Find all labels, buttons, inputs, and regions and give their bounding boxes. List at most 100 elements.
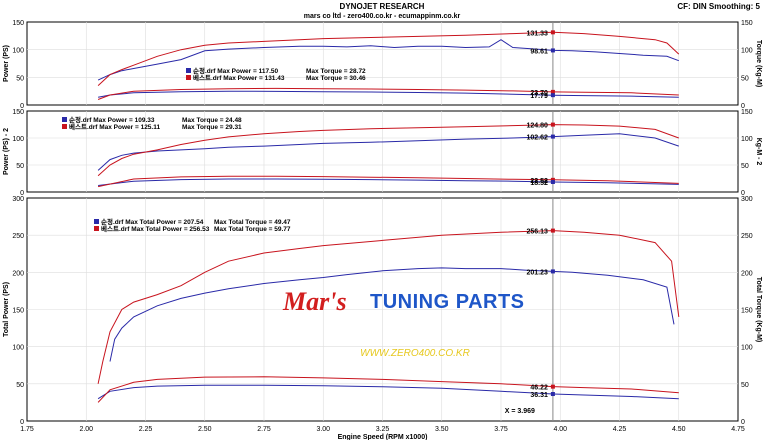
- legend-swatch: [94, 226, 99, 231]
- y-tick-label-left: 200: [12, 270, 24, 277]
- legend-swatch: [186, 75, 191, 80]
- legend-torque-label: Max Torque = 24.48: [182, 117, 242, 124]
- cursor-marker: [550, 48, 555, 53]
- y-tick-label-right: 0: [741, 190, 745, 197]
- cursor-marker: [550, 384, 555, 389]
- y-tick-label-left: 150: [12, 308, 24, 315]
- x-tick-label: 2.75: [257, 426, 271, 433]
- series-line-best_power: [97, 31, 680, 86]
- cursor-value-label: 102.62: [526, 135, 548, 142]
- y-tick-label-left: 50: [16, 382, 24, 389]
- cursor-value-label: 256.13: [526, 229, 548, 236]
- panel-top: 0 0 50 50 100 100 150 150 Power (PS) Torque (Kg-M…: [3, 20, 762, 110]
- cursor-marker: [550, 122, 555, 127]
- series-line-best_power: [97, 230, 680, 384]
- chart-title: DYNOJET RESEARCH: [340, 2, 425, 11]
- series-line-best_power: [97, 124, 679, 177]
- y-axis-label-left: Power (PS) - 2: [3, 128, 10, 175]
- y-axis-label-right: Kg-M - 2: [755, 138, 762, 166]
- cursor-marker: [550, 179, 555, 184]
- y-tick-label-left: 0: [20, 419, 24, 426]
- y-tick-label-right: 150: [741, 308, 753, 315]
- y-tick-label-right: 0: [741, 103, 745, 110]
- chart-settings: CF: DIN Smoothing: 5: [677, 2, 760, 11]
- y-axis-label-left: Total Power (PS): [3, 282, 10, 337]
- x-tick-label: 4.75: [731, 426, 745, 433]
- series-line-stock_power: [109, 267, 675, 362]
- x-axis-label: Engine Speed (RPM x1000): [338, 434, 428, 440]
- cursor-value-label: 36.31: [530, 392, 548, 399]
- cursor-value-label: 201.23: [526, 269, 548, 276]
- series-line-stock_power: [97, 133, 679, 171]
- legend-power-label: 베스트.drf Max Total Power = 256.53: [101, 224, 210, 233]
- brand-logo: Mar's: [282, 287, 347, 316]
- y-tick-label-right: 150: [741, 20, 753, 27]
- x-tick-label: 3.25: [376, 426, 390, 433]
- y-tick-label-right: 0: [741, 419, 745, 426]
- y-tick-label-right: 250: [741, 233, 753, 240]
- y-tick-label-left: 250: [12, 233, 24, 240]
- y-tick-label-left: 150: [12, 109, 24, 116]
- x-tick-label: 3.75: [494, 426, 508, 433]
- legend-torque-label: Max Torque = 29.31: [182, 124, 242, 131]
- legend-torque-label: Max Torque = 28.72: [306, 68, 366, 75]
- panel-bottom: 0 0 50 50 100 100 150 150 200 200 250 250 300 300 Tota…: [3, 196, 762, 440]
- y-axis-label-right: Torque (Kg-M): [755, 40, 762, 87]
- cursor-value-label: 18.52: [530, 180, 548, 187]
- cursor-value-label: 17.79: [530, 93, 548, 100]
- y-tick-label-left: 100: [12, 136, 24, 143]
- y-tick-label-left: 100: [12, 345, 24, 352]
- cursor-marker: [550, 269, 555, 274]
- y-tick-label-right: 100: [741, 48, 753, 55]
- x-tick-label: 4.50: [672, 426, 686, 433]
- y-tick-label-left: 100: [12, 48, 24, 55]
- series-line-stock_torque: [98, 90, 679, 98]
- legend-torque-label: Max Total Torque = 59.77: [214, 226, 291, 233]
- y-tick-label-right: 300: [741, 196, 753, 203]
- y-tick-label-right: 150: [741, 109, 753, 116]
- x-tick-label: 3.00: [316, 426, 330, 433]
- brand-tagline: TUNING PARTS: [370, 291, 525, 313]
- cursor-value-label: 23.70: [530, 90, 548, 97]
- legend-power-label: 베스트.drf Max Power = 125.11: [69, 122, 160, 131]
- series-line-stock_power: [97, 39, 679, 81]
- series-line-best_torque: [97, 87, 679, 100]
- series-line-best_torque: [97, 376, 679, 403]
- legend-power-label: 순정.drf Max Total Power = 207.54: [101, 217, 204, 226]
- cursor-marker: [550, 228, 555, 233]
- cursor-marker: [550, 30, 555, 35]
- cursor-value-label: 124.80: [526, 123, 548, 130]
- legend-torque-label: Max Torque = 30.46: [306, 75, 366, 82]
- y-tick-label-right: 100: [741, 136, 753, 143]
- y-tick-label-right: 50: [741, 75, 749, 82]
- panels: 0 0 50 50 100 100 150 150 Power (PS) Torque (Kg-M…: [3, 20, 762, 440]
- x-tick-label: 2.00: [79, 426, 93, 433]
- cursor-marker: [550, 392, 555, 397]
- legend-swatch: [62, 124, 67, 129]
- legend-swatch: [186, 68, 191, 73]
- x-tick-label: 3.50: [435, 426, 449, 433]
- cursor-marker: [550, 93, 555, 98]
- chart-subtitle: mars co ltd - zero400.co.kr - ecumappinm…: [304, 13, 461, 20]
- x-tick-label: 4.25: [613, 426, 627, 433]
- x-tick-label: 4.00: [553, 426, 567, 433]
- cursor-marker: [550, 177, 555, 182]
- y-tick-label-left: 50: [16, 75, 24, 82]
- y-axis-label-right: Total Torque (Kg-M): [755, 277, 762, 342]
- cursor-value-label: 46.22: [530, 385, 548, 392]
- panel-middle: 0 0 50 50 100 100 150 150 Power (PS) - 2 Kg-M - 2…: [3, 109, 762, 197]
- legend-power-label: 순정.drf Max Power = 117.50: [193, 66, 279, 75]
- y-axis-label-left: Power (PS): [3, 45, 10, 82]
- x-tick-label: 2.50: [198, 426, 212, 433]
- legend-swatch: [94, 219, 99, 224]
- series-line-stock_torque: [97, 384, 679, 400]
- brand-url: WWW.ZERO400.CO.KR: [360, 348, 470, 359]
- y-tick-label-right: 50: [741, 163, 749, 170]
- cursor-value-label: 22.52: [530, 178, 548, 185]
- y-tick-label-right: 200: [741, 270, 753, 277]
- cursor-x-label: X = 3.969: [505, 408, 535, 415]
- cursor-value-label: 131.33: [526, 30, 548, 37]
- y-tick-label-left: 150: [12, 20, 24, 27]
- legend-swatch: [62, 117, 67, 122]
